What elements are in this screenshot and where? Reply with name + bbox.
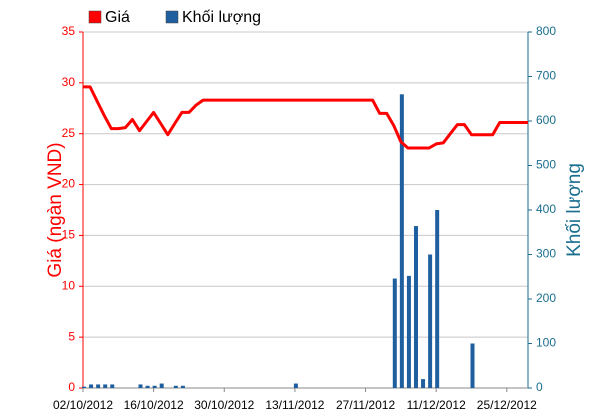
y-tick-label: 10 (62, 278, 76, 292)
y2-tick-label: 300 (536, 247, 556, 261)
volume-bar (173, 385, 178, 388)
legend-swatch (88, 10, 102, 24)
price-line (83, 85, 528, 150)
volume-bar (145, 385, 150, 388)
legend-swatch (165, 10, 179, 24)
volume-bar (110, 384, 115, 388)
volume-bar (421, 379, 426, 388)
volume-bar (180, 385, 185, 388)
y2-tick-label: 600 (536, 113, 556, 127)
volume-bar (152, 385, 157, 388)
volume-bar (96, 384, 101, 388)
volume-bar (138, 384, 143, 388)
y-tick-label: 30 (62, 75, 76, 89)
y2-tick-label: 800 (536, 24, 556, 38)
y2-axis-title: Khối lượng (564, 163, 585, 257)
x-tick-label: 16/10/2012 (124, 398, 184, 412)
volume-bar (159, 383, 164, 388)
y-tick-label: 15 (62, 228, 76, 242)
volume-bar (428, 254, 433, 388)
y-axis-title: Giá (ngàn VND) (45, 142, 66, 277)
volume-bar (103, 384, 108, 388)
y-tick-label: 35 (62, 24, 76, 38)
y-tick-label: 0 (68, 380, 75, 394)
volume-bar (399, 94, 404, 389)
volume-bar (413, 226, 418, 388)
x-tick-label: 13/11/2012 (265, 398, 324, 412)
y2-tick-label: 700 (536, 69, 556, 83)
volume-bar (89, 384, 94, 388)
y2-tick-label: 400 (536, 202, 556, 216)
legend-label: Giá (105, 9, 130, 26)
y-tick-label: 25 (62, 126, 76, 140)
x-tick-label: 25/12/2012 (477, 398, 537, 412)
x-tick-label: 27/11/2012 (336, 398, 395, 412)
volume-bar (406, 275, 411, 388)
y2-tick-label: 0 (536, 380, 543, 394)
y-tick-label: 20 (62, 177, 76, 191)
legend-label: Khối lượng (182, 9, 261, 26)
volume-bar (435, 210, 440, 388)
x-tick-label: 02/10/2012 (53, 398, 113, 412)
volume-bar (82, 386, 86, 388)
x-tick-label: 30/10/2012 (194, 398, 254, 412)
y2-tick-label: 100 (536, 336, 556, 350)
y2-tick-label: 200 (536, 291, 556, 305)
volume-bar (392, 278, 397, 388)
y-tick-label: 5 (68, 329, 75, 343)
x-tick-label: 11/12/2012 (407, 398, 466, 412)
y2-tick-label: 500 (536, 158, 556, 172)
volume-bar (293, 383, 298, 388)
volume-bar (470, 343, 475, 388)
